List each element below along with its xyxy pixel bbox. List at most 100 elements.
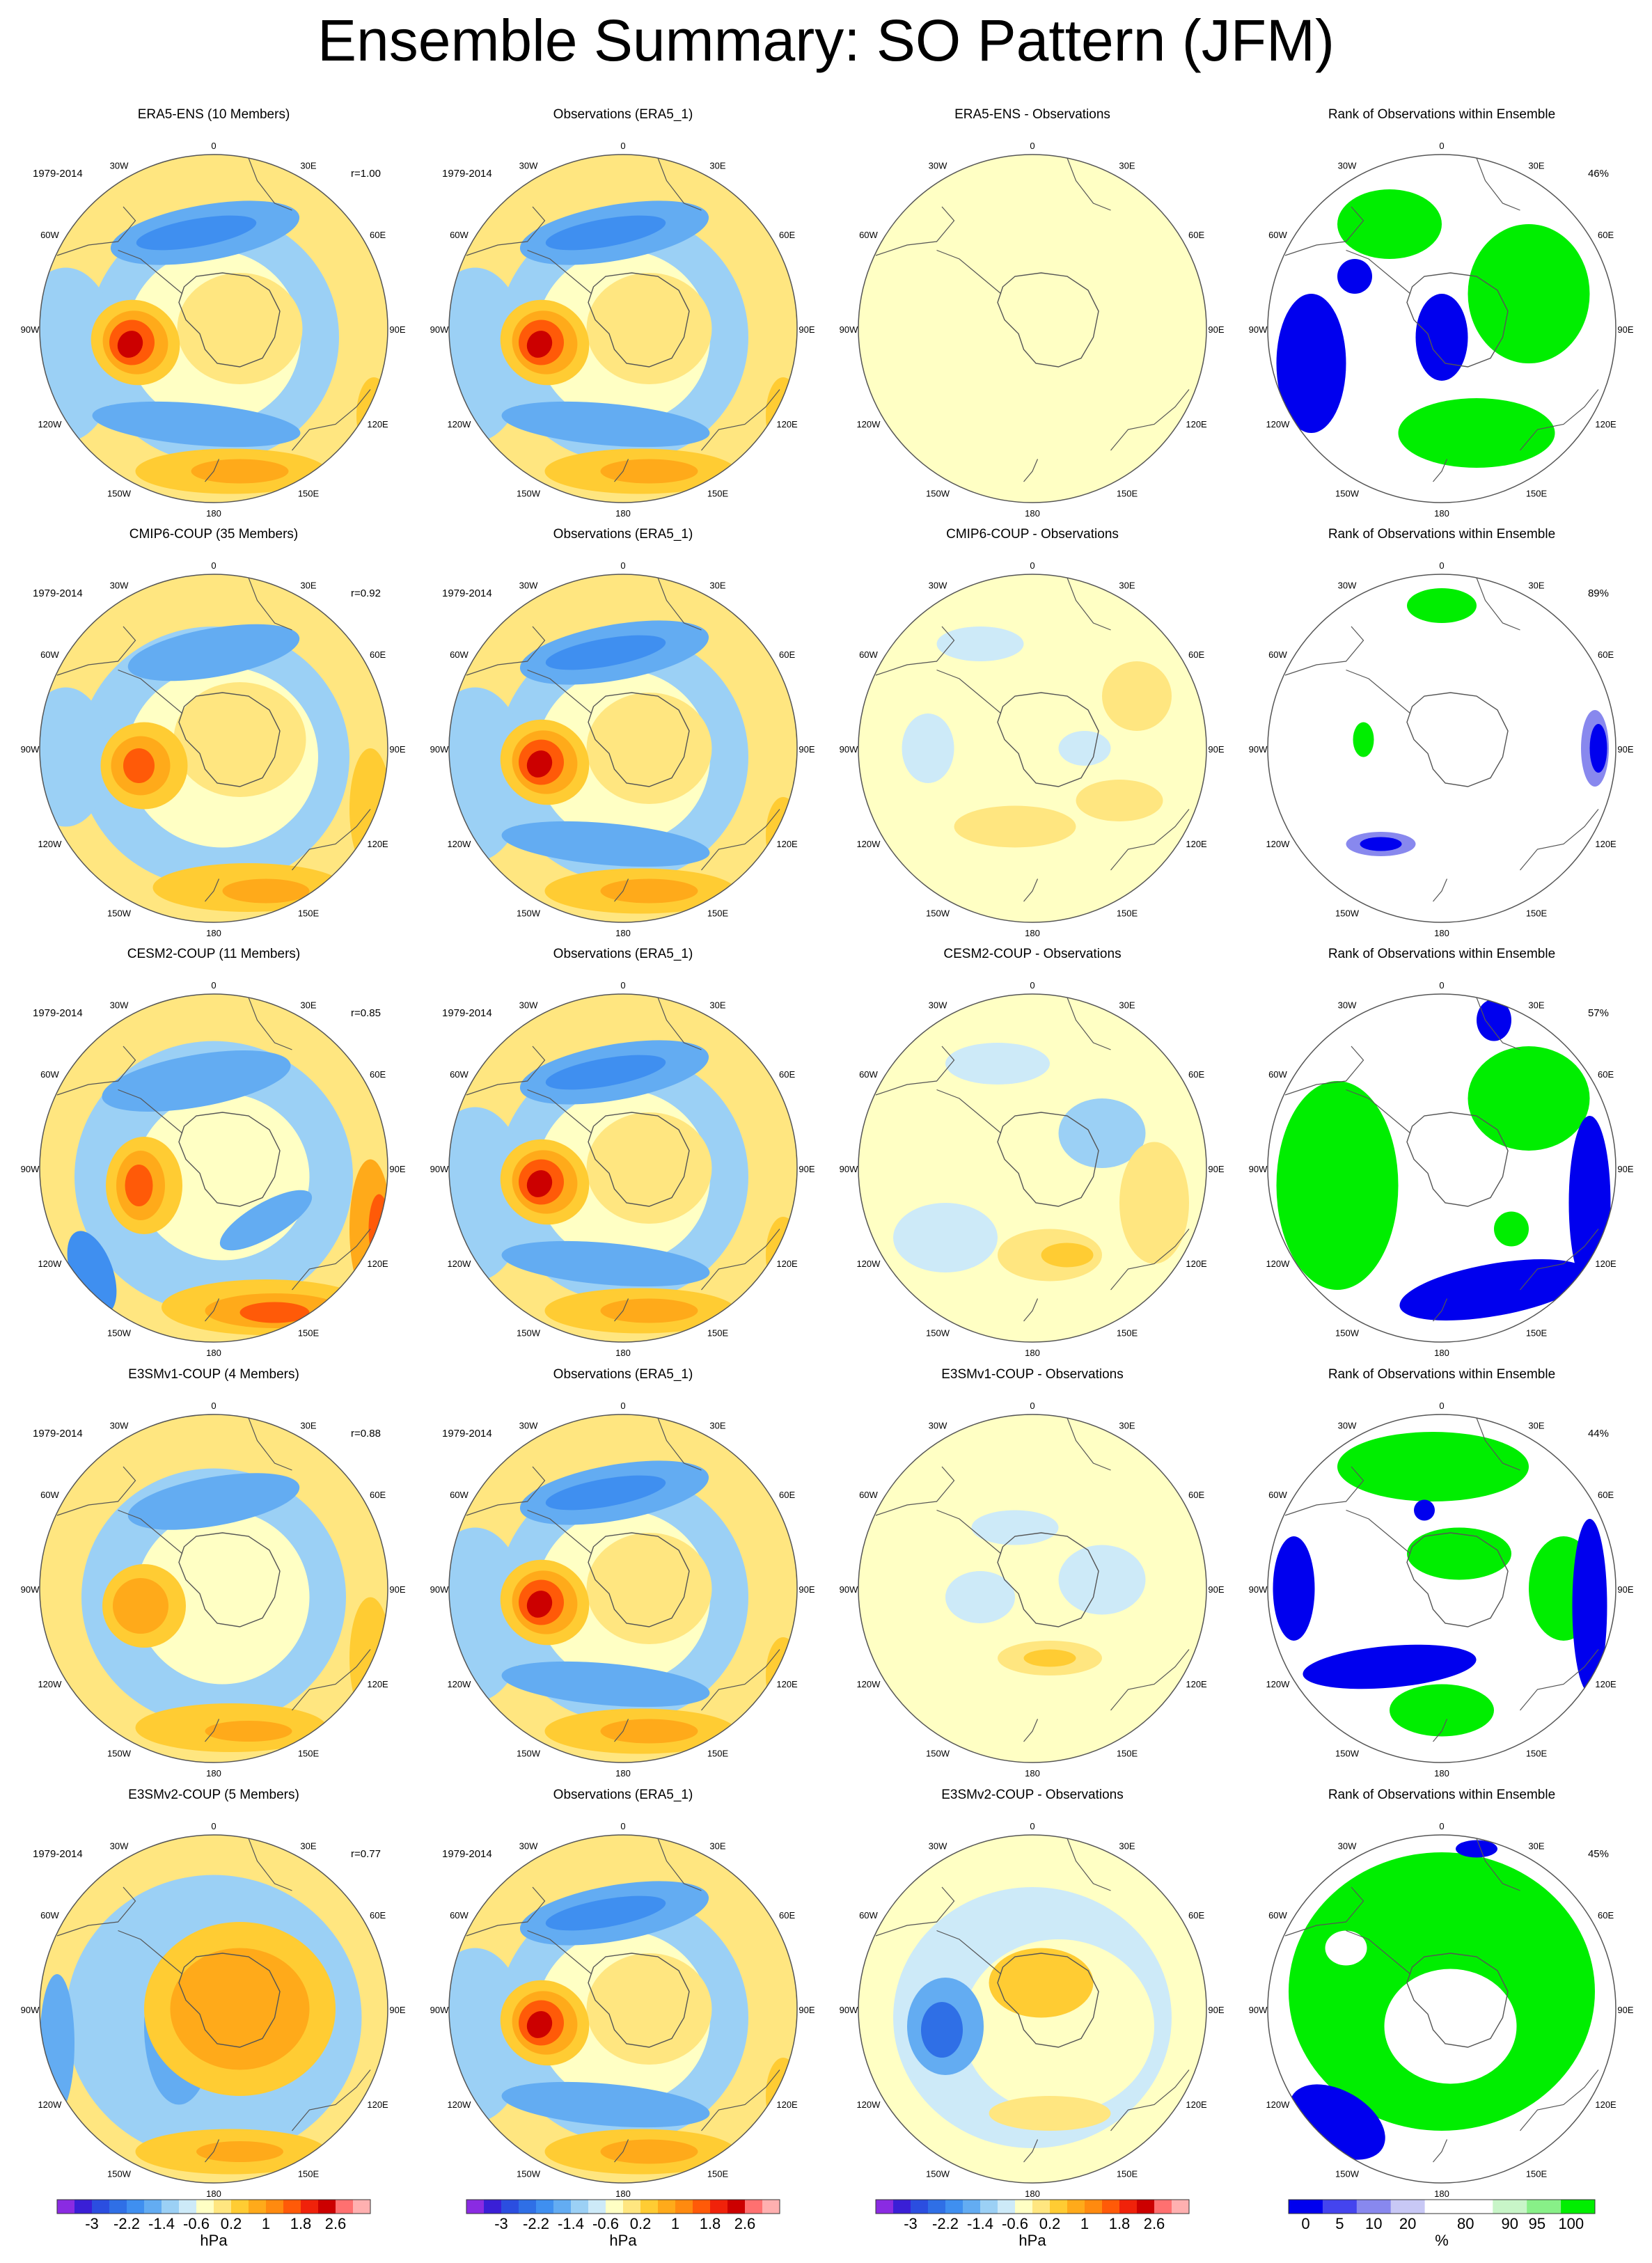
colorbar-swatch: [675, 2200, 693, 2214]
colorbar-swatch: [1561, 2200, 1596, 2214]
longitude-label: 150W: [1335, 1749, 1360, 1759]
coastline: [936, 1930, 1002, 1975]
coastline: [614, 459, 629, 482]
longitude-label: 30E: [1528, 160, 1544, 171]
field-contour: [545, 635, 666, 670]
longitude-label: 90E: [799, 744, 815, 755]
colorbar-swatch: [162, 2200, 180, 2214]
longitude-label: 60E: [370, 649, 386, 660]
longitude-label: 150W: [926, 2169, 950, 2179]
field-contour: [127, 1473, 300, 1530]
longitude-label: 150E: [298, 908, 320, 919]
longitude-label: 180: [1434, 2189, 1449, 2199]
field-contour: [92, 401, 301, 448]
map-field: [449, 1835, 797, 2183]
coastline: [936, 1089, 1002, 1134]
field-contour: [1041, 1243, 1094, 1268]
map-field: [858, 574, 1206, 922]
colorbar-swatch: [109, 2200, 127, 2214]
longitude-label: 120W: [447, 2099, 471, 2110]
colorbar-swatch: [553, 2200, 572, 2214]
longitude-label: 30E: [1528, 1000, 1544, 1010]
coastline: [56, 626, 136, 676]
colorbar-swatch: [92, 2200, 110, 2214]
panel-title: ERA5-ENS - Observations: [954, 107, 1110, 122]
longitude-label: 150E: [298, 1749, 320, 1759]
longitude-label: 150W: [107, 908, 132, 919]
field-contour: [1468, 224, 1590, 363]
colorbar-tick-label: 0.2: [630, 2215, 652, 2232]
colorbar-swatch: [588, 2200, 606, 2214]
longitude-label: 150E: [1117, 1749, 1138, 1759]
antarctica-coastline: [1406, 272, 1509, 368]
period-label: 1979-2014: [33, 1007, 83, 1019]
longitude-label: 150W: [107, 1328, 132, 1339]
longitude-label: 150E: [707, 908, 729, 919]
field-contour: [40, 267, 118, 442]
longitude-label: 150W: [517, 489, 541, 499]
longitude-label: 60W: [859, 1069, 878, 1080]
map-panel-cmip6-coup-model: CMIP6-COUP (35 Members) 0 30E 60E 90E 120E 150…: [21, 527, 406, 938]
coastline: [1284, 1466, 1364, 1516]
longitude-label: 30W: [1338, 1000, 1357, 1010]
coastline: [1476, 577, 1520, 631]
field-contour: [1076, 780, 1163, 821]
antarctica-coastline: [1406, 1112, 1509, 1207]
longitude-label: 90E: [1208, 1164, 1224, 1174]
map-border: [1267, 154, 1616, 503]
field-contour: [501, 1661, 710, 1708]
page-title: Ensemble Summary: SO Pattern (JFM): [317, 8, 1335, 73]
longitude-label: 150E: [1526, 908, 1548, 919]
map-border: [448, 574, 798, 923]
map-panel-cesm2-coup-model: CESM2-COUP (11 Members) 0 30E 60E 90E 120E 150…: [21, 947, 406, 1358]
map-panel-e3smv1-coup-diff: E3SMv1-COUP - Observations 0 30E 60E 90E 120E…: [840, 1367, 1225, 1779]
correlation-label: r=0.77: [351, 1848, 381, 1860]
map-field: [449, 574, 797, 922]
field-contour: [1325, 1930, 1367, 1966]
colorbar-swatch: [231, 2200, 249, 2214]
longitude-label: 90E: [799, 324, 815, 335]
field-contour: [173, 682, 306, 797]
colorbar-swatch: [710, 2200, 728, 2214]
coastline: [118, 1509, 183, 1554]
map-field: [40, 1414, 388, 1763]
correlation-label: r=0.88: [351, 1428, 381, 1440]
coastline: [466, 1466, 546, 1516]
coastline: [1067, 157, 1111, 211]
field-contour: [1023, 1649, 1076, 1667]
field-contour: [526, 750, 553, 778]
coastline: [614, 1298, 629, 1322]
longitude-label: 90W: [430, 744, 449, 755]
field-contour: [239, 1302, 310, 1323]
coastline: [657, 577, 702, 631]
longitude-label: 120W: [447, 419, 471, 429]
coastline: [875, 1046, 955, 1096]
longitude-label: 90E: [389, 744, 405, 755]
longitude-label: 120E: [776, 839, 798, 849]
field-contour: [586, 1533, 712, 1644]
longitude-label: 120W: [1266, 1679, 1290, 1689]
field-contour: [600, 1298, 698, 1323]
panel-title: Rank of Observations within Ensemble: [1328, 107, 1555, 122]
field-contour: [205, 1721, 292, 1742]
colorbar-swatch: [144, 2200, 162, 2214]
antarctica-coastline: [588, 1532, 690, 1627]
longitude-label: 30W: [929, 1000, 947, 1010]
colorbar-tick-label: 1: [671, 2215, 679, 2232]
coastline: [1476, 1838, 1520, 1891]
field-contour: [136, 215, 257, 251]
longitude-label: 0: [1030, 141, 1035, 151]
map-field: [1268, 1835, 1616, 2183]
longitude-label: 30W: [110, 160, 129, 171]
colorbar-tick-label: 1.8: [290, 2215, 312, 2232]
colorbar-frame: [56, 2199, 371, 2214]
colorbar-tick-label: 10: [1365, 2215, 1382, 2232]
colorbar-swatch: [571, 2200, 589, 2214]
colorbar-swatch: [179, 2200, 197, 2214]
field-contour: [349, 1597, 388, 1719]
colorbar-swatch: [1137, 2200, 1155, 2214]
panel-title: E3SMv1-COUP (4 Members): [128, 1367, 299, 1382]
coastline: [875, 1886, 955, 1937]
longitude-label: 180: [1434, 928, 1449, 938]
longitude-label: 150E: [1526, 1749, 1548, 1759]
